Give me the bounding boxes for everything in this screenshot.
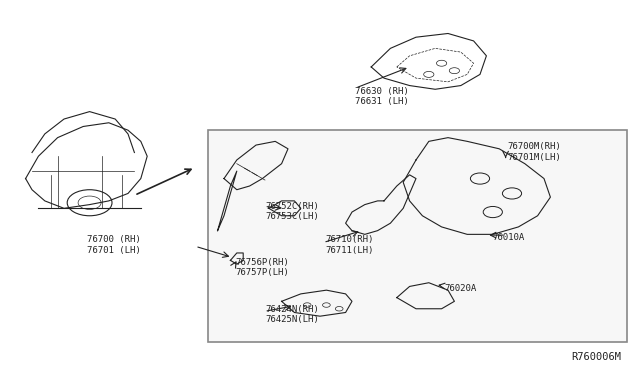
Text: R760006M: R760006M <box>571 352 621 362</box>
Text: 76710(RH): 76710(RH) <box>325 235 374 244</box>
Text: 76630 (RH): 76630 (RH) <box>355 87 409 96</box>
Text: 76010A: 76010A <box>493 233 525 242</box>
Text: 76757P(LH): 76757P(LH) <box>235 268 289 277</box>
Text: 76700 (RH): 76700 (RH) <box>87 235 141 244</box>
Text: 76700M(RH): 76700M(RH) <box>508 142 561 151</box>
Text: 76701 (LH): 76701 (LH) <box>87 246 141 255</box>
Text: 76753C(LH): 76753C(LH) <box>266 212 319 221</box>
Bar <box>208 130 627 342</box>
Text: 76711(LH): 76711(LH) <box>325 246 374 255</box>
Text: 76756P(RH): 76756P(RH) <box>235 258 289 267</box>
Text: 76752C(RH): 76752C(RH) <box>266 202 319 211</box>
Text: 76424N(RH): 76424N(RH) <box>266 305 319 314</box>
Text: 76701M(LH): 76701M(LH) <box>508 153 561 162</box>
Text: 76631 (LH): 76631 (LH) <box>355 97 409 106</box>
Text: 76425N(LH): 76425N(LH) <box>266 315 319 324</box>
Text: 76020A: 76020A <box>445 284 477 293</box>
